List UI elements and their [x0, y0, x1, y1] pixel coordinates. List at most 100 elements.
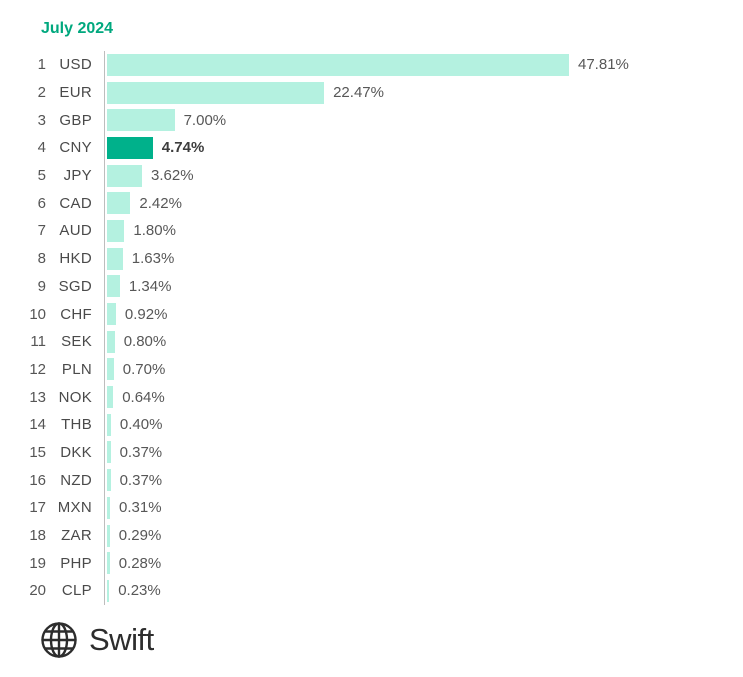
bar-area: 0.92% — [104, 300, 167, 328]
value-label: 4.74% — [161, 139, 205, 157]
rank-label: 2 — [37, 84, 46, 102]
value-label: 0.40% — [119, 416, 163, 434]
currency-label: SGD — [58, 277, 92, 295]
chart-row: 14 THB 0.40% — [28, 410, 743, 439]
bar-area: 0.64% — [104, 383, 165, 411]
value-label: 47.81% — [578, 56, 629, 74]
chart-container: July 2024 1 USD 47.81% 2 EUR 22.47% 3 GBP 7.00% 4… — [28, 20, 743, 660]
bar — [107, 441, 111, 464]
bar — [107, 496, 110, 519]
rank-label: 1 — [37, 56, 46, 74]
rank-label: 11 — [30, 333, 46, 351]
bar — [107, 109, 175, 132]
bar-area: 3.62% — [104, 161, 194, 190]
chart-title: July 2024 — [41, 20, 114, 37]
currency-label: ZAR — [61, 527, 92, 545]
value-label: 0.31% — [119, 499, 162, 517]
currency-label: CNY — [59, 139, 92, 157]
value-label: 0.92% — [124, 305, 168, 323]
bar — [107, 164, 142, 187]
bar — [107, 53, 569, 76]
bar — [107, 524, 110, 547]
rank-label: 3 — [37, 111, 46, 129]
bar-area: 0.28% — [104, 549, 162, 578]
rank-label: 9 — [37, 277, 46, 295]
value-label: 0.28% — [118, 554, 162, 572]
rank-label: 7 — [37, 222, 46, 240]
chart-row: 2 EUR 22.47% — [28, 78, 743, 107]
currency-label: CAD — [59, 194, 92, 212]
rank-label: 19 — [29, 554, 46, 572]
currency-label: JPY — [63, 167, 92, 185]
chart-row: 10 CHF 0.92% — [28, 300, 743, 328]
bar — [107, 81, 325, 104]
bar — [107, 275, 120, 298]
chart-row: 16 NZD 0.37% — [28, 466, 743, 494]
bar-area: 0.70% — [104, 355, 166, 384]
rank-label: 20 — [29, 582, 46, 600]
rank-label: 12 — [29, 360, 46, 378]
currency-label: EUR — [59, 84, 92, 102]
currency-label: DKK — [60, 443, 92, 461]
value-label: 1.63% — [131, 250, 175, 268]
bar-area: 2.42% — [104, 189, 182, 218]
value-label: 0.23% — [118, 582, 161, 600]
value-label: 1.34% — [128, 277, 172, 295]
value-label: 0.37% — [119, 443, 163, 461]
bar — [107, 219, 125, 242]
rank-label: 13 — [29, 388, 46, 406]
globe-icon — [41, 622, 77, 658]
bar — [107, 552, 110, 575]
bar-area: 0.29% — [104, 521, 162, 550]
value-label: 0.37% — [119, 471, 163, 489]
bar-area: 0.31% — [104, 494, 162, 522]
chart-row: 13 NOK 0.64% — [28, 383, 743, 411]
chart-row: 11 SEK 0.80% — [28, 327, 743, 356]
bar-area: 1.63% — [104, 244, 175, 273]
currency-label: HKD — [59, 250, 92, 268]
swift-logo: Swift — [39, 620, 743, 660]
chart-row: 19 PHP 0.28% — [28, 549, 743, 578]
currency-label: AUD — [59, 222, 92, 240]
currency-label: GBP — [59, 111, 92, 129]
bar-area: 1.34% — [104, 272, 172, 301]
value-label: 22.47% — [333, 84, 384, 102]
chart-row: 6 CAD 2.42% — [28, 189, 743, 218]
chart-row: 5 JPY 3.62% — [28, 161, 743, 190]
rank-label: 14 — [29, 416, 46, 434]
bar-area: 0.37% — [104, 466, 162, 494]
value-label: 0.64% — [122, 388, 165, 406]
currency-label: NZD — [60, 471, 92, 489]
value-label: 1.80% — [133, 222, 176, 240]
value-label: 0.29% — [118, 527, 162, 545]
bar-area: 1.80% — [104, 217, 176, 245]
value-label: 0.70% — [122, 360, 166, 378]
chart-row: 15 DKK 0.37% — [28, 438, 743, 467]
chart-row: 8 HKD 1.63% — [28, 244, 743, 273]
rank-label: 5 — [37, 167, 46, 185]
currency-label: PLN — [61, 360, 92, 378]
bar-area: 47.81% — [104, 51, 629, 79]
chart-row: 20 CLP 0.23% — [28, 577, 743, 605]
bar — [107, 358, 114, 381]
bar-area: 0.23% — [104, 577, 161, 605]
currency-label: THB — [61, 416, 92, 434]
bar — [107, 469, 111, 492]
chart-row: 7 AUD 1.80% — [28, 217, 743, 245]
chart-row: 17 MXN 0.31% — [28, 494, 743, 522]
value-label: 3.62% — [151, 167, 194, 185]
chart-row: 3 GBP 7.00% — [28, 106, 743, 135]
bar-area: 0.80% — [104, 327, 166, 356]
rank-label: 4 — [37, 139, 46, 157]
rank-label: 15 — [29, 443, 46, 461]
rank-label: 16 — [29, 471, 46, 489]
chart-row: 18 ZAR 0.29% — [28, 521, 743, 550]
chart-row: 1 USD 47.81% — [28, 51, 743, 79]
value-label: 7.00% — [183, 111, 227, 129]
chart-row: 4 CNY 4.74% — [28, 134, 743, 162]
bar-area: 22.47% — [104, 78, 384, 107]
rank-label: 10 — [29, 305, 46, 323]
rank-label: 17 — [29, 499, 46, 517]
bar-chart: 1 USD 47.81% 2 EUR 22.47% 3 GBP 7.00% 4 CNY 4.74% 5 J… — [28, 51, 743, 605]
currency-label: USD — [59, 56, 92, 74]
